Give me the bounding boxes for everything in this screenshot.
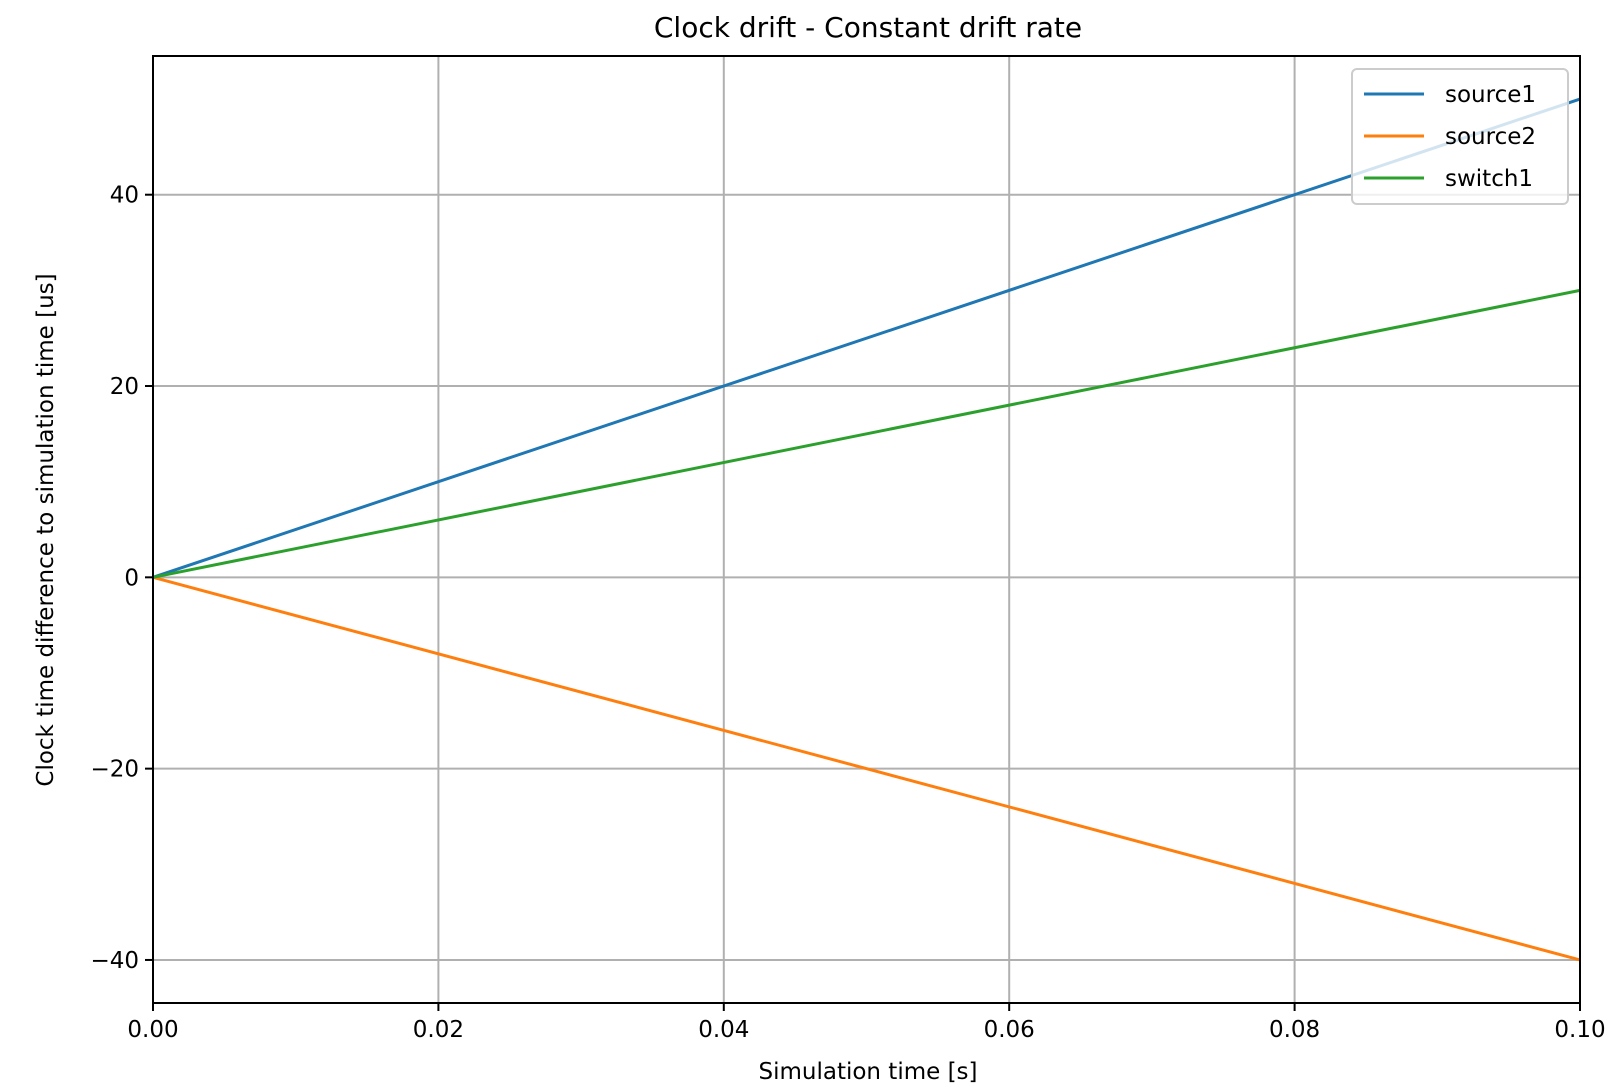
- x-tick-label: 0.00: [127, 1017, 178, 1043]
- series-line-source1: [152, 97, 1581, 579]
- x-tick-label: 0.10: [1554, 1017, 1605, 1043]
- x-tick-label: 0.08: [1269, 1017, 1320, 1043]
- y-tick-label: 40: [110, 183, 139, 209]
- legend: source1 source2 switch1: [1351, 68, 1569, 205]
- y-tick-label: −20: [90, 757, 139, 783]
- y-axis: −40 −20 0 20 40: [90, 183, 153, 974]
- x-tick-label: 0.06: [984, 1017, 1035, 1043]
- legend-label: source1: [1445, 82, 1536, 108]
- x-axis: 0.00 0.02 0.04 0.06 0.08 0.10: [127, 1003, 1606, 1043]
- y-tick-label: −40: [90, 948, 139, 974]
- x-axis-title: Simulation time [s]: [758, 1059, 977, 1085]
- y-tick-label: 0: [124, 565, 139, 591]
- y-tick-label: 20: [110, 374, 139, 400]
- series-layer: [152, 97, 1581, 962]
- chart-title: Clock drift - Constant drift rate: [654, 11, 1082, 44]
- plot-frame: [152, 55, 1581, 1004]
- legend-label: switch1: [1445, 166, 1533, 192]
- legend-label: source2: [1445, 124, 1536, 150]
- x-tick-label: 0.04: [698, 1017, 749, 1043]
- legend-box: [1351, 68, 1569, 205]
- series-line-switch1: [152, 288, 1581, 579]
- y-axis-title: Clock time difference to simulation time…: [33, 273, 59, 786]
- x-tick-label: 0.02: [413, 1017, 464, 1043]
- series-line-source2: [152, 575, 1581, 962]
